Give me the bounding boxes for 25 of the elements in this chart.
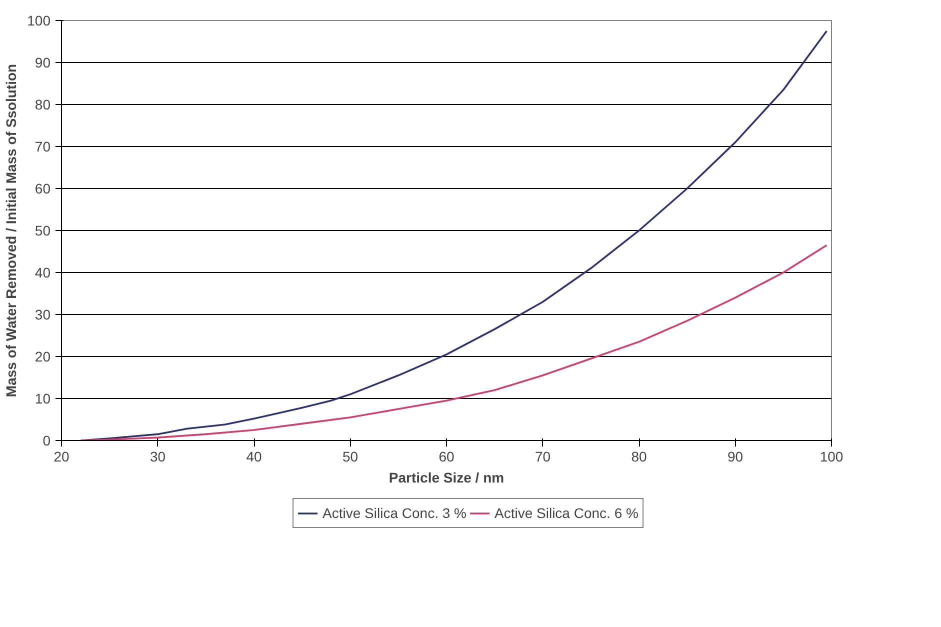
y-tick-label: 90 <box>34 54 51 70</box>
y-tick-label: 10 <box>34 390 51 406</box>
y-tick-label: 50 <box>34 222 51 238</box>
y-tick-label: 100 <box>27 12 51 28</box>
x-tick-label: 80 <box>631 448 647 464</box>
x-axis-title: Particle Size / nm <box>388 470 504 486</box>
x-tick-label: 20 <box>54 448 70 464</box>
y-tick-label: 40 <box>34 264 51 280</box>
x-tick-label: 100 <box>820 448 844 464</box>
x-tick-label: 40 <box>246 448 262 464</box>
y-tick-label: 0 <box>42 432 51 448</box>
legend-label: Active Silica Conc. 6 % <box>494 505 638 521</box>
x-tick-label: 90 <box>727 448 744 464</box>
x-tick-label: 50 <box>342 448 358 464</box>
y-tick-label: 70 <box>34 138 51 154</box>
y-tick-label: 80 <box>34 96 51 112</box>
y-tick-label: 30 <box>34 306 51 322</box>
y-axis-title: Mass of Water Removed / Initial Mass of Ssolution <box>3 64 20 398</box>
line-series <box>80 244 828 440</box>
legend-label: Active Silica Conc. 3 % <box>322 505 466 521</box>
x-tick-label: 70 <box>534 448 551 464</box>
y-tick-label: 20 <box>34 348 51 364</box>
x-tick-label: 30 <box>150 448 166 464</box>
x-tick-label: 60 <box>438 448 454 464</box>
y-tick-label: 60 <box>34 180 51 196</box>
